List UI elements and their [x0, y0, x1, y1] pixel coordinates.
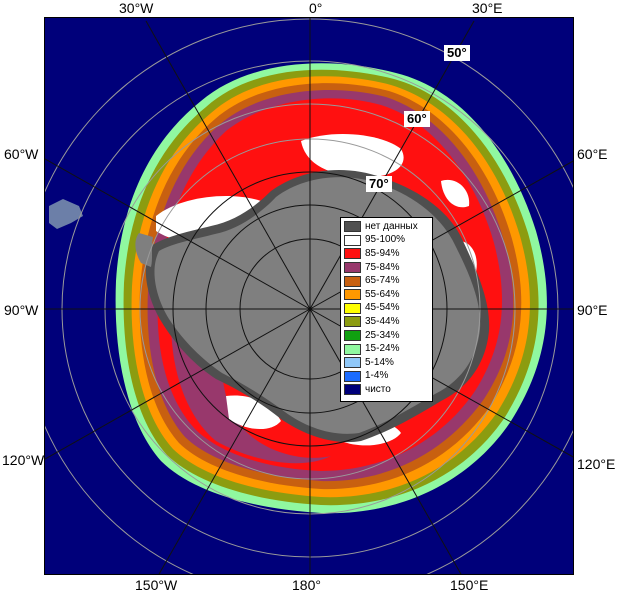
- legend-swatch: [344, 357, 361, 369]
- lon-label-90e: 90°E: [577, 302, 608, 318]
- ice-patch-95-100-e: [441, 179, 470, 208]
- legend-item: 25-34%: [344, 329, 429, 343]
- antarctic-peninsula: [135, 233, 153, 267]
- legend-label: 85-94%: [365, 247, 400, 259]
- legend-label: чисто: [365, 383, 391, 395]
- legend-label: нет данных: [365, 220, 418, 232]
- legend-swatch: [344, 384, 361, 396]
- lon-label-30w: 30°W: [119, 0, 154, 16]
- legend-item: 35-44%: [344, 315, 429, 329]
- legend-swatch: [344, 234, 361, 246]
- legend-item: 65-74%: [344, 274, 429, 288]
- legend-label: 25-34%: [365, 329, 400, 341]
- lon-label-90w: 90°W: [4, 302, 39, 318]
- meridian-30e: [309, 20, 475, 310]
- legend-item: 95-100%: [344, 234, 429, 248]
- legend-swatch: [344, 316, 361, 328]
- legend-item: 85-94%: [344, 247, 429, 261]
- lon-label-150e: 150°E: [450, 577, 489, 593]
- legend-swatch: [344, 289, 361, 301]
- legend-item: 75-84%: [344, 261, 429, 275]
- lon-label-60e: 60°E: [577, 146, 608, 162]
- lon-label-120w: 120°W: [2, 452, 45, 468]
- legend-swatch: [344, 343, 361, 355]
- legend-label: 65-74%: [365, 275, 400, 287]
- meridian-120w: [45, 308, 311, 460]
- legend-swatch: [344, 248, 361, 260]
- lon-label-150w: 150°W: [135, 577, 178, 593]
- lon-label-30e: 30°E: [472, 0, 503, 16]
- meridian-30w: [145, 20, 311, 310]
- lon-label-0: 0°: [309, 0, 323, 16]
- legend-swatch: [344, 370, 361, 382]
- ice-patch-95-100-c: [226, 395, 281, 430]
- meridian-150e: [309, 308, 462, 574]
- meridian-150w: [158, 308, 311, 574]
- legend-item: чисто: [344, 383, 429, 397]
- lat-label-60: 60°: [404, 111, 430, 127]
- legend-item: 55-64%: [344, 288, 429, 302]
- legend-item: 5-14%: [344, 356, 429, 370]
- south-america-fragment: [49, 199, 83, 229]
- legend-swatch: [344, 275, 361, 287]
- lon-label-180: 180°: [292, 577, 321, 593]
- legend-label: 55-64%: [365, 288, 400, 300]
- ice-patch-95-100-b: [301, 134, 404, 178]
- legend-item: 1-4%: [344, 370, 429, 384]
- legend-label: 35-44%: [365, 315, 400, 327]
- legend-label: 45-54%: [365, 302, 400, 314]
- legend-swatch: [344, 262, 361, 274]
- meridian-60w: [45, 158, 311, 310]
- legend-swatch: [344, 302, 361, 314]
- legend-item: 15-24%: [344, 342, 429, 356]
- graticule: [45, 18, 573, 574]
- lat-label-70: 70°: [366, 176, 392, 192]
- legend-label: 5-14%: [365, 356, 394, 368]
- legend-label: 75-84%: [365, 261, 400, 273]
- legend-label: 1-4%: [365, 370, 389, 382]
- lat-label-50: 50°: [444, 45, 470, 61]
- lon-label-60w: 60°W: [4, 146, 39, 162]
- legend-item: нет данных: [344, 220, 429, 234]
- legend-label: 95-100%: [365, 234, 406, 246]
- lon-label-120e: 120°E: [577, 456, 616, 472]
- legend-label: 15-24%: [365, 343, 400, 355]
- map-frame: [44, 17, 574, 575]
- polar-sea-ice-map: [45, 18, 573, 574]
- legend: нет данных 95-100% 85-94% 75-84% 65-74% 55-64…: [340, 217, 433, 402]
- legend-item: 45-54%: [344, 302, 429, 316]
- legend-swatch: [344, 330, 361, 342]
- legend-swatch: [344, 221, 361, 233]
